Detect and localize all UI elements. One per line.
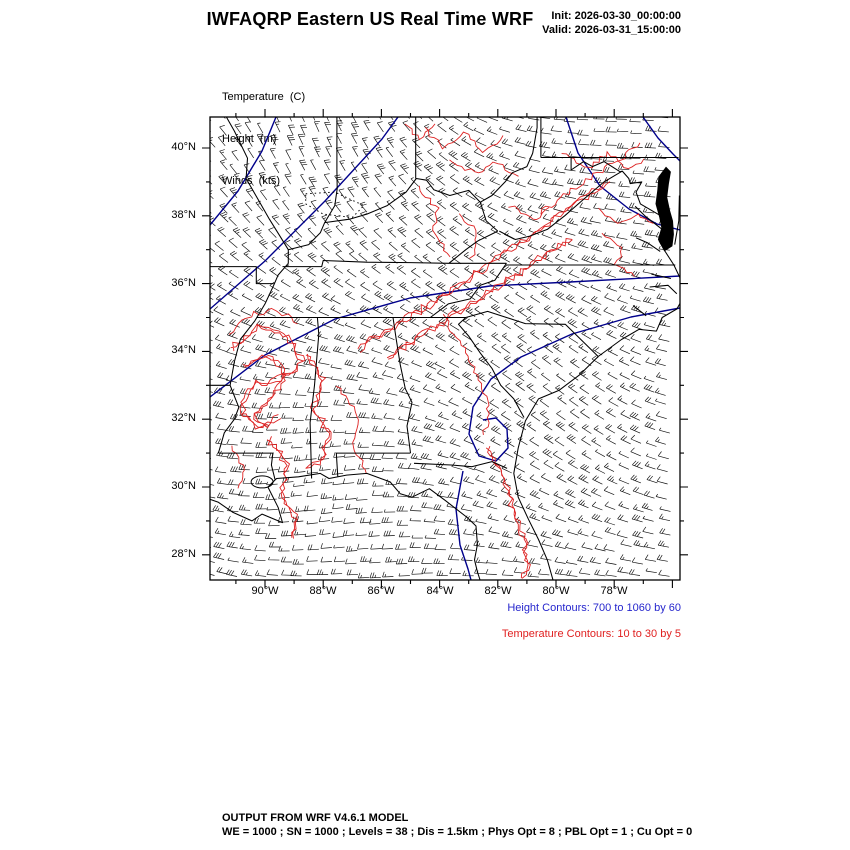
lat-label-28n: 28°N — [171, 548, 196, 560]
lon-label-88w: 88°W — [309, 585, 337, 597]
model-output-line: OUTPUT FROM WRF V4.6.1 MODEL — [222, 812, 409, 824]
lat-label-32n: 32°N — [171, 412, 196, 424]
lon-label-82w: 82°W — [484, 585, 512, 597]
lat-label-38n: 38°N — [171, 209, 196, 221]
page-title: IWFAQRP Eastern US Real Time WRF — [206, 9, 534, 29]
lon-label-84w: 84°W — [426, 585, 454, 597]
map-canvas — [202, 109, 688, 588]
wind-barbs — [210, 117, 671, 579]
model-config-line: WE = 1000 ; SN = 1000 ; Levels = 38 ; Di… — [222, 826, 693, 838]
chesapeake-bay — [655, 166, 674, 252]
height-contour-caption: Height Contours: 700 to 1060 by 60 — [507, 602, 681, 614]
lat-label-34n: 34°N — [171, 344, 196, 356]
init-timestamp: Init: 2026-03-30_00:00:00 — [551, 10, 681, 22]
height-contours — [210, 117, 680, 580]
legend-temperature: Temperature (C) — [222, 91, 306, 103]
geography-borders — [210, 117, 680, 580]
lon-label-86w: 86°W — [367, 585, 395, 597]
lat-label-36n: 36°N — [171, 277, 196, 289]
lat-label-30n: 30°N — [171, 480, 196, 492]
lon-label-80w: 80°W — [542, 585, 570, 597]
map-frame — [209, 116, 681, 581]
lat-label-40n: 40°N — [171, 141, 196, 153]
valid-timestamp: Valid: 2026-03-31_15:00:00 — [542, 24, 681, 36]
dotted-boundary — [305, 191, 365, 219]
temperature-contour-caption: Temperature Contours: 10 to 30 by 5 — [501, 628, 681, 640]
lake-pontchartrain — [250, 475, 274, 489]
axis-ticks — [202, 109, 688, 588]
lon-label-78w: 78°W — [600, 585, 628, 597]
lon-label-90w: 90°W — [251, 585, 279, 597]
